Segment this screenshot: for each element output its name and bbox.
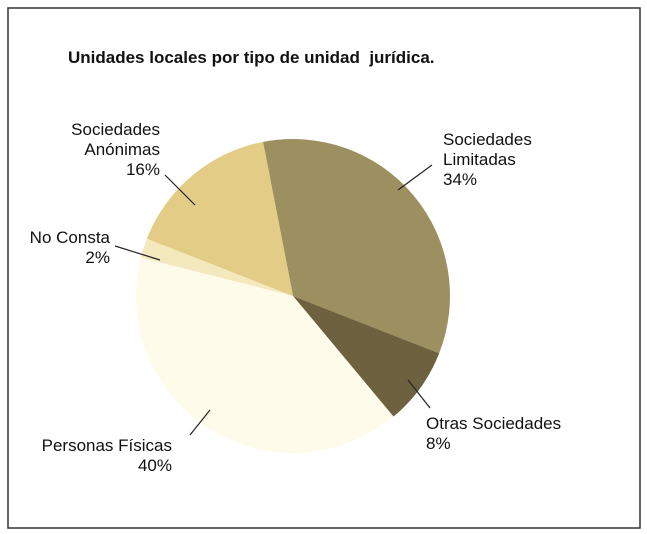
value-label: 40% [137, 456, 172, 475]
chart-title: Unidades locales por tipo de unidad jurí… [68, 48, 435, 67]
category-label: Otras Sociedades [426, 414, 562, 433]
leader-line [114, 245, 161, 261]
pie-slice [263, 139, 450, 354]
category-label: No Consta [29, 228, 110, 247]
leaders [114, 164, 433, 436]
pie-slice [146, 141, 293, 296]
pie-slice [140, 238, 293, 296]
pie [136, 139, 450, 453]
pie-slice [136, 257, 394, 453]
value-label: 34% [443, 170, 478, 189]
value-label: 16% [125, 160, 160, 179]
value-label: 2% [85, 248, 110, 267]
slice-label: Sociedades Limitadas 34% [443, 130, 553, 190]
leader-line [164, 174, 196, 206]
category-label: Personas Físicas [41, 436, 172, 455]
leader-line [397, 164, 433, 191]
slice-label: Personas Físicas 40% [10, 436, 172, 476]
slice-label: Sociedades Anónimas 16% [40, 120, 160, 180]
category-label: Sociedades Anónimas [71, 120, 160, 159]
leader-line [189, 409, 211, 436]
slice-label: Otras Sociedades 8% [426, 414, 616, 454]
pie-slice [293, 296, 440, 417]
frame [7, 7, 641, 529]
category-label: Sociedades Limitadas [443, 130, 532, 169]
value-label: 8% [426, 434, 451, 453]
slice-label: No Consta 2% [10, 228, 110, 268]
leader-line [407, 379, 431, 409]
